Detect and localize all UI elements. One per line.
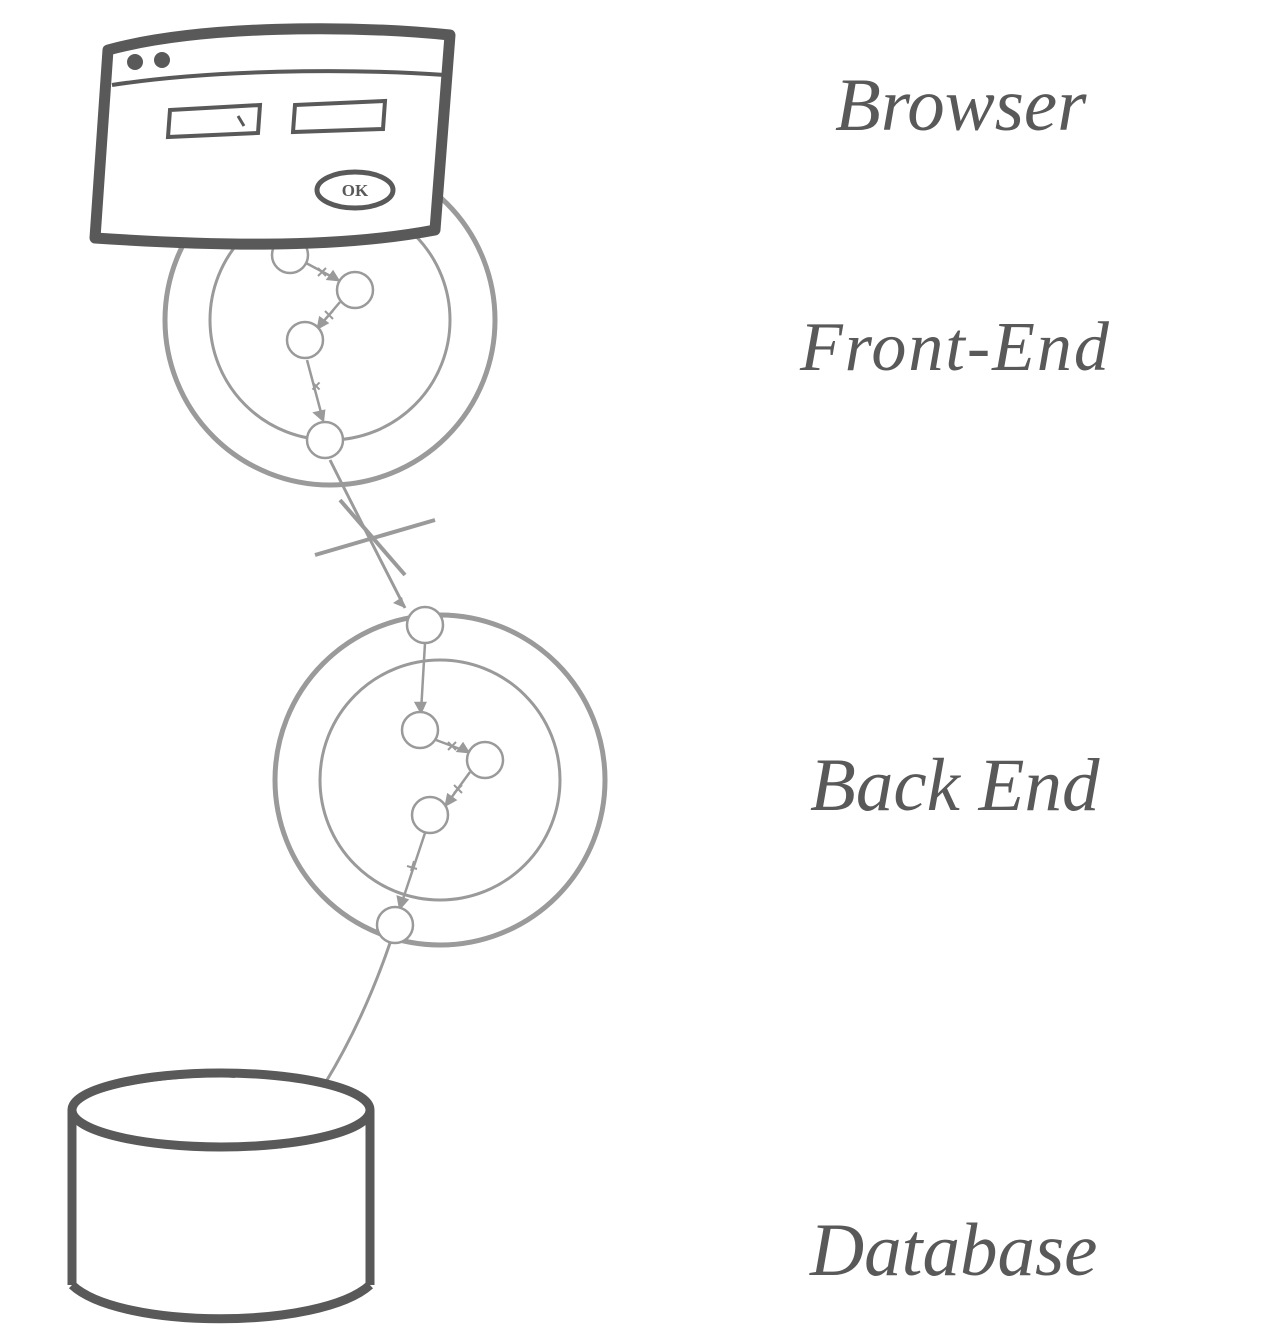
frontend-label: Front-End	[799, 309, 1111, 386]
database-cylinder	[72, 1073, 370, 1319]
database-label: Database	[809, 1209, 1097, 1292]
ok-button: OK	[317, 172, 393, 208]
backend-label: Back End	[810, 744, 1100, 827]
browser-label: Browser	[835, 64, 1087, 147]
backend-ring	[275, 607, 605, 945]
browser-window: OK	[95, 29, 450, 244]
architecture-diagram: OK	[0, 0, 1270, 1340]
ok-button-label: OK	[342, 181, 369, 200]
